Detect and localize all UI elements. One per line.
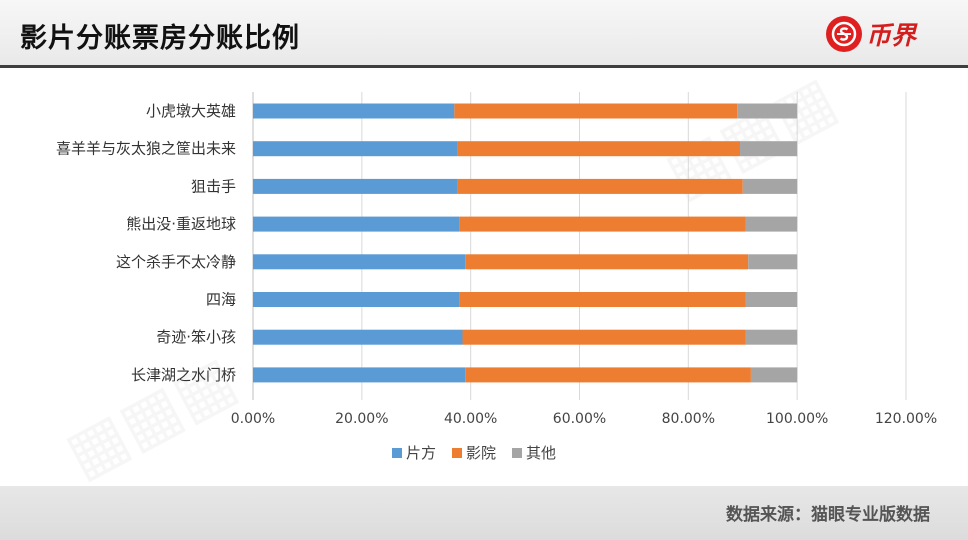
- bar-segment: [745, 216, 798, 232]
- bar-segment: [253, 141, 458, 157]
- category-label: 长津湖之水门桥: [131, 366, 236, 384]
- bar-segment: [465, 254, 749, 270]
- bar-segment: [253, 216, 460, 232]
- bar-segment: [457, 141, 741, 157]
- legend-label: 其他: [526, 444, 556, 462]
- bar-segment: [745, 292, 798, 307]
- category-label: 小虎墩大英雄: [146, 102, 236, 120]
- bar-segment: [253, 103, 455, 119]
- bar-segment: [454, 103, 738, 119]
- x-tick-label: 100.00%: [766, 411, 828, 427]
- bar-segment: [459, 216, 746, 232]
- bar-segment: [745, 329, 798, 345]
- category-label: 狙击手: [191, 177, 236, 195]
- bar-segment: [253, 254, 466, 270]
- x-tick-label: 80.00%: [662, 411, 715, 427]
- logo-text: 币界: [866, 21, 917, 50]
- bar-segment: [253, 178, 458, 194]
- legend-swatch: [392, 448, 402, 458]
- bar-segment: [737, 103, 798, 119]
- x-tick-label: 60.00%: [553, 411, 606, 427]
- bar-segment: [459, 292, 746, 307]
- legend-label: 影院: [466, 444, 496, 462]
- bar-segment: [462, 329, 746, 345]
- bar-segment: [253, 367, 466, 383]
- bar-segment: [253, 292, 460, 307]
- bar-segment: [748, 254, 798, 270]
- bar-segment: [465, 367, 751, 383]
- page-title: 影片分账票房分账比例: [20, 23, 300, 54]
- category-label: 喜羊羊与灰太狼之筐出未来: [56, 140, 236, 158]
- bar-segment: [253, 329, 463, 345]
- x-tick-label: 0.00%: [231, 411, 275, 427]
- stacked-bar-chart: 小虎墩大英雄喜羊羊与灰太狼之筐出未来狙击手熊出没·重返地球这个杀手不太冷静四海奇…: [56, 92, 937, 462]
- legend-label: 片方: [406, 444, 436, 462]
- x-tick-label: 20.00%: [335, 411, 388, 427]
- x-tick-label: 120.00%: [875, 411, 937, 427]
- footer-band: [0, 486, 968, 540]
- legend-swatch: [452, 448, 462, 458]
- data-source-note: 数据来源：猫眼专业版数据: [726, 505, 930, 525]
- legend-swatch: [512, 448, 522, 458]
- x-tick-label: 40.00%: [444, 411, 497, 427]
- category-label: 熊出没·重返地球: [126, 215, 236, 233]
- brand-logo: 币界: [826, 14, 916, 54]
- coin-icon: [826, 16, 862, 52]
- bar-segment: [457, 178, 743, 194]
- category-label: 四海: [206, 291, 236, 309]
- bar-segment: [740, 141, 798, 157]
- header-bar: 影片分账票房分账比例 币界: [0, 0, 968, 68]
- category-label: 奇迹·笨小孩: [156, 328, 236, 346]
- bar-segment: [750, 367, 798, 383]
- bar-segment: [742, 178, 798, 194]
- category-label: 这个杀手不太冷静: [116, 253, 236, 271]
